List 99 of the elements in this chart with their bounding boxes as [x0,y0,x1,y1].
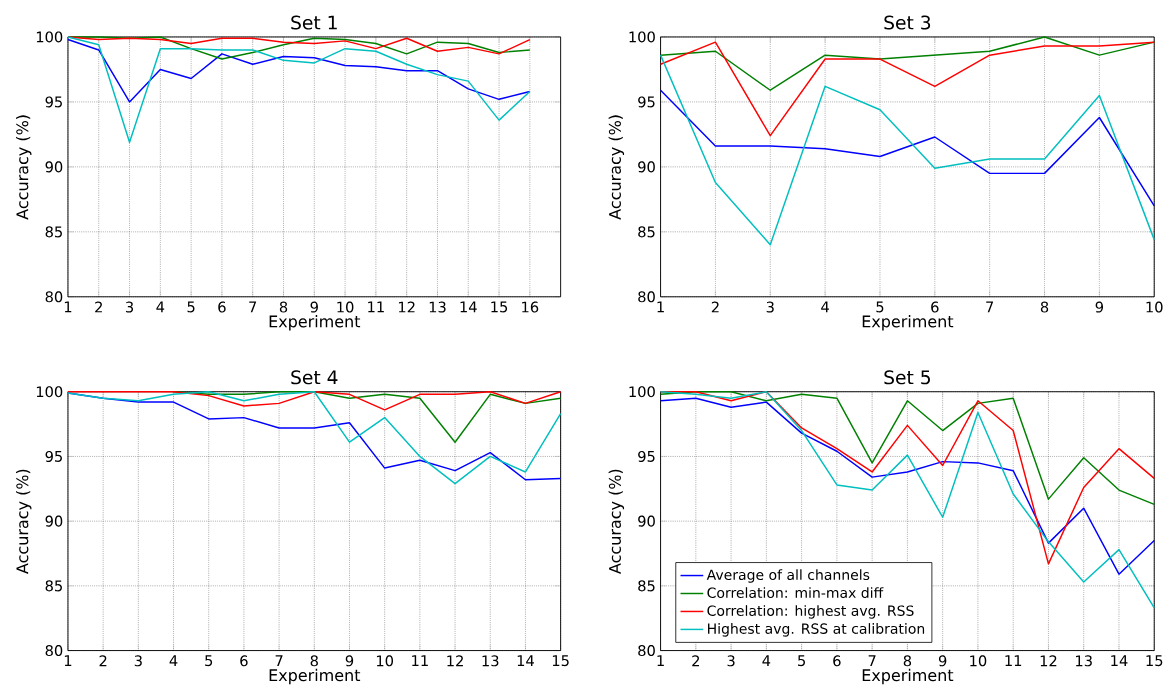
chart-title: Set 5 [884,370,930,385]
x-tick-label: 10 [376,655,394,667]
x-tick-label: 1 [64,655,72,667]
x-tick-label: 11 [412,655,428,667]
x-tick-label: 7 [868,655,876,667]
legend-label: Correlation: min-max diff [707,587,884,599]
legend-label: Correlation: highest avg. RSS [707,605,914,619]
y-tick-label: 95 [638,96,655,108]
x-tick-label: 8 [903,655,912,667]
x-tick-label: 5 [876,301,884,313]
x-tick-label: 12 [398,301,415,313]
x-tick-label: 13 [429,301,446,313]
x-tick-label: 2 [95,301,102,313]
x-tick-label: 4 [169,655,178,667]
y-tick-label: 80 [638,645,655,657]
x-tick-label: 13 [482,655,499,667]
y-tick-label: 90 [45,515,63,527]
y-axis-title: Accuracy (%) [16,115,32,220]
x-tick-label: 14 [1111,655,1128,667]
y-axis-title: Accuracy (%) [16,469,32,575]
x-tick-label: 10 [337,301,354,313]
x-tick-label: 2 [711,301,719,313]
chart-title: Set 3 [884,15,931,30]
x-tick-label: 7 [249,301,257,313]
y-tick-label: 90 [45,161,63,173]
x-axis-title: Experiment [269,315,361,331]
y-tick-label: 85 [45,580,62,592]
y-tick-label: 100 [36,386,63,398]
line-series [659,89,1155,207]
x-tick-label: 4 [156,301,165,313]
x-tick-label: 12 [1040,655,1057,667]
x-tick-label: 5 [187,301,195,313]
x-tick-label: 9 [938,655,947,667]
x-tick-label: 11 [368,301,384,313]
x-tick-label: 3 [766,301,774,313]
x-tick-label: 7 [275,655,283,667]
x-tick-label: 9 [1095,301,1103,313]
x-tick-label: 6 [240,655,248,667]
y-axis-title: Accuracy (%) [608,115,625,220]
line-series [67,36,531,144]
x-tick-label: 15 [1146,655,1163,667]
x-tick-label: 10 [970,655,987,667]
y-tick-label: 80 [45,291,63,303]
legend-label: Highest avg. RSS at calibration [708,623,925,637]
x-tick-label: 3 [727,655,735,667]
line-series [67,36,531,55]
x-tick-label: 6 [218,301,226,313]
x-tick-label: 3 [134,655,142,667]
x-axis-title: Experiment [269,668,361,685]
x-tick-label: 13 [1076,655,1092,667]
legend-label: Average of all channels [706,569,870,583]
x-tick-label: 1 [657,301,664,313]
y-tick-label: 95 [45,451,62,463]
y-tick-label: 90 [638,161,655,173]
line-series [659,54,1155,246]
x-axis-title: Experiment [862,668,954,685]
x-tick-label: 4 [821,301,829,313]
x-tick-label: 7 [986,301,994,313]
y-tick-label: 85 [638,226,655,238]
line-series [659,391,1155,506]
x-tick-label: 1 [64,301,72,313]
x-tick-label: 14 [460,301,477,313]
y-tick-label: 100 [629,31,655,43]
y-tick-label: 95 [638,451,655,463]
x-tick-label: 9 [310,301,318,313]
x-tick-label: 9 [345,655,354,667]
line-series [659,41,1155,137]
x-tick-label: 15 [491,301,508,313]
x-tick-label: 11 [1005,655,1022,667]
x-tick-label: 8 [279,301,288,313]
x-axis-title: Experiment [862,315,954,331]
x-tick-label: 8 [1040,301,1049,313]
line-series [67,38,531,103]
y-tick-label: 95 [45,96,62,108]
x-tick-label: 5 [798,655,805,667]
chart-title: Set 4 [291,370,338,385]
y-axis-title: Accuracy (%) [608,469,625,575]
x-tick-label: 16 [522,301,539,313]
x-tick-label: 6 [833,655,841,667]
y-tick-label: 100 [36,31,63,43]
x-tick-label: 15 [552,655,569,667]
x-tick-label: 14 [517,655,534,667]
y-tick-label: 100 [629,386,655,398]
x-tick-label: 2 [99,655,107,667]
y-tick-label: 85 [45,226,62,238]
y-tick-label: 85 [638,580,655,592]
x-tick-label: 12 [447,655,463,667]
x-tick-label: 4 [762,655,771,667]
x-tick-label: 5 [205,655,213,667]
x-tick-label: 2 [692,655,700,667]
x-tick-label: 6 [931,301,939,313]
y-tick-label: 80 [638,291,655,303]
x-tick-label: 3 [125,301,134,313]
chart-title: Set 1 [291,15,337,30]
y-tick-label: 80 [45,645,63,657]
x-tick-label: 1 [657,655,664,667]
x-tick-label: 8 [310,655,318,667]
x-tick-label: 10 [1146,301,1163,313]
y-tick-label: 90 [638,515,655,527]
